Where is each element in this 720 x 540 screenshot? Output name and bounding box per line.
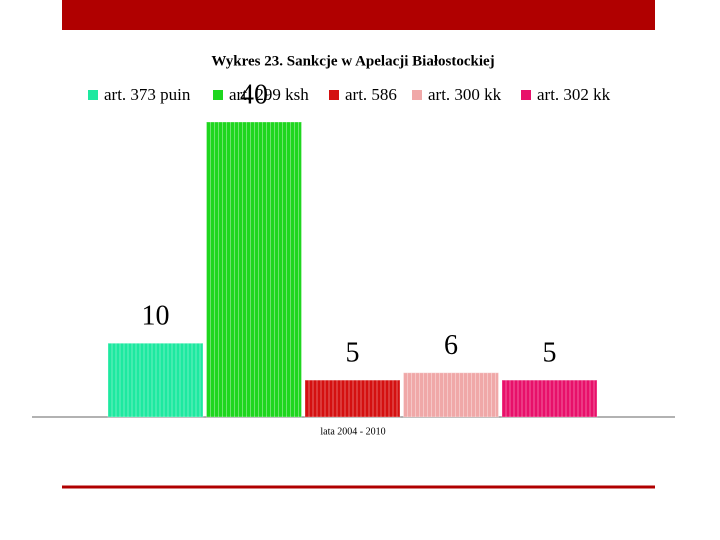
value-label: 6	[444, 330, 458, 361]
bar	[107, 342, 204, 418]
value-label: 10	[142, 301, 170, 332]
legend-swatch	[213, 90, 223, 100]
top-band	[62, 0, 655, 30]
bar	[304, 379, 401, 418]
value-label: 40	[240, 79, 268, 110]
legend-label: art. 300 kk	[428, 85, 502, 104]
value-label: 5	[346, 338, 360, 369]
bar	[501, 379, 598, 418]
legend-swatch	[329, 90, 339, 100]
bar	[403, 372, 499, 418]
x-tick-label: lata 2004 - 2010	[320, 426, 385, 437]
value-label: 5	[543, 338, 557, 369]
legend-label: art. 302 kk	[537, 85, 611, 104]
chart-title: Wykres 23. Sankcje w Apelacji Białostock…	[211, 53, 494, 69]
legend-label: art. 299 ksh	[229, 85, 309, 104]
legend-label: art. 586	[345, 85, 397, 104]
legend-swatch	[88, 90, 98, 100]
legend-swatch	[412, 90, 422, 100]
legend-label: art. 373 puin	[104, 85, 191, 104]
legend-swatch	[521, 90, 531, 100]
bar	[206, 121, 302, 418]
